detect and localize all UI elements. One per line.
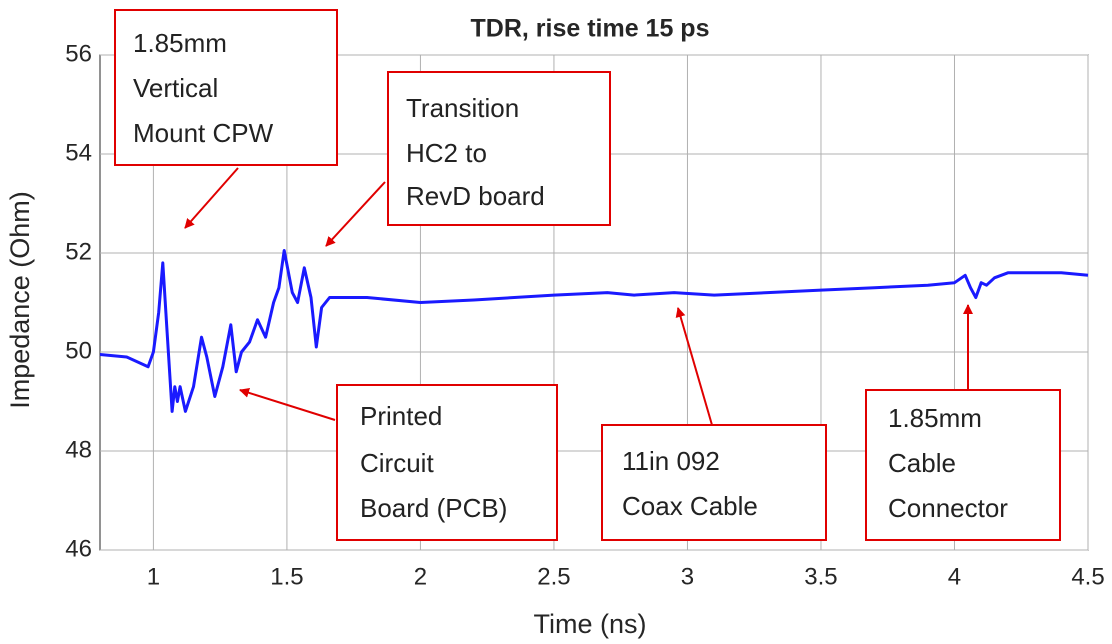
annotation-text: Coax Cable — [622, 491, 758, 521]
data-line — [99, 249, 1089, 413]
annotation-box — [387, 71, 611, 226]
annotation-text: Cable — [888, 448, 956, 478]
annotation-text: Connector — [888, 493, 1008, 523]
annotation-text: 1.85mm — [133, 28, 227, 58]
y-tick-label: 50 — [65, 337, 92, 364]
annotation-text: Vertical — [133, 73, 218, 103]
annotation-box — [114, 9, 338, 166]
annotation-arrow — [325, 181, 386, 247]
chart-title: TDR, rise time 15 ps — [471, 15, 710, 43]
x-tick-label: 4 — [948, 563, 961, 590]
x-tick-label: 1 — [147, 563, 160, 590]
annotation-text: Mount CPW — [133, 118, 274, 148]
annotation-box — [336, 384, 558, 541]
y-tick-label: 48 — [65, 436, 92, 463]
x-axis-label: Time (ns) — [534, 609, 647, 639]
annotation-text: Circuit — [360, 448, 434, 478]
annotation-text: RevD board — [406, 181, 545, 211]
x-tick-label: 3 — [681, 563, 694, 590]
y-tick-label: 46 — [65, 535, 92, 562]
annotation-arrow — [239, 387, 336, 421]
y-axis-label: Impedance (Ohm) — [5, 191, 35, 409]
x-tick-label: 2 — [414, 563, 427, 590]
annotation-text: 1.85mm — [888, 403, 982, 433]
annotation-arrow — [675, 307, 713, 426]
y-tick-label: 54 — [65, 139, 92, 166]
annotation-text: 11in 092 — [622, 446, 720, 476]
annotation-arrow — [184, 167, 239, 229]
annotation-text: Board (PCB) — [360, 493, 507, 523]
y-tick-label: 52 — [65, 238, 92, 265]
annotation-text: Transition — [406, 93, 519, 123]
annotation-box — [601, 424, 827, 541]
y-tick-label: 56 — [65, 40, 92, 67]
annotation-text: Printed — [360, 401, 442, 431]
annotation-text: HC2 to — [406, 138, 487, 168]
annotation-box — [865, 389, 1061, 541]
x-tick-label: 4.5 — [1071, 563, 1104, 590]
x-tick-label: 1.5 — [270, 563, 303, 590]
x-tick-label: 3.5 — [804, 563, 837, 590]
x-tick-label: 2.5 — [537, 563, 570, 590]
